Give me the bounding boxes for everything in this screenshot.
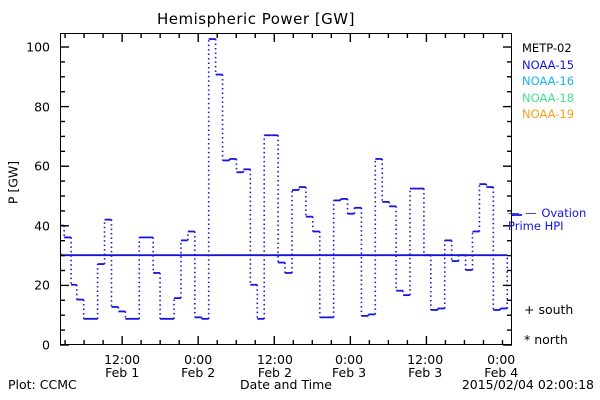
legend-item-noaa-19[interactable]: NOAA-19 [522, 107, 575, 121]
y-axis-tick-labels: 0 20 40 60 80 100 [0, 0, 50, 400]
x-tick-date: Feb 2 [181, 365, 216, 380]
page-title: Hemispheric Power [GW] [157, 10, 355, 28]
y-axis-tick-label: 80 [34, 99, 50, 115]
y-axis-tick-label: 60 [34, 158, 50, 174]
x-axis-tick-label: 12:00 Feb 2 [257, 353, 293, 379]
legend-symbol-glyph: + [524, 302, 539, 317]
legend-symbol-south: + south [524, 295, 600, 325]
y-axis-label: P [GW] [5, 160, 21, 205]
legend-item-metp-02[interactable]: METP-02 [522, 41, 572, 55]
x-tick-time: 0:00 [184, 352, 213, 367]
plot-timestamp: 2015/02/04 02:00:18 [461, 377, 594, 392]
x-axis-tick-label: 0:00 Feb 4 [484, 353, 518, 379]
legend-symbol-north: * north [524, 325, 600, 355]
x-axis-tick-label: 0:00 Feb 3 [332, 353, 366, 379]
legend-ovation-line2: Prime HPI [508, 219, 564, 233]
x-tick-time: 12:00 [256, 352, 293, 367]
x-tick-date: Feb 3 [408, 365, 443, 380]
x-tick-date: Feb 1 [105, 365, 140, 380]
y-axis-tick-label: 0 [42, 337, 50, 353]
x-tick-time: 12:00 [407, 352, 444, 367]
legend-item-noaa-15[interactable]: NOAA-15 [522, 57, 575, 72]
plot-series-canvas [61, 38, 509, 320]
y-axis-tick-label: 20 [34, 277, 50, 293]
series-noaa-15 [61, 38, 509, 320]
legend-symbol-label: north [534, 332, 568, 347]
x-tick-time: 0:00 [335, 352, 364, 367]
legend-symbol-glyph: * [524, 332, 535, 347]
legend-item-noaa-18[interactable]: NOAA-18 [522, 90, 575, 105]
x-axis-label: Date and Time [240, 377, 332, 392]
x-axis-tick-label: 12:00 Feb 3 [407, 353, 443, 379]
plot-area [60, 33, 512, 345]
x-tick-time: 0:00 [487, 352, 516, 367]
plot-source-label: Plot: CCMC [8, 377, 77, 392]
x-axis-tick-label: 0:00 Feb 2 [181, 353, 215, 379]
y-axis-tick-label: 100 [26, 39, 50, 55]
x-tick-time: 12:00 [104, 352, 141, 367]
legend-ovation-dash: — — [508, 206, 538, 220]
x-tick-date: Feb 4 [484, 365, 519, 380]
x-axis-tick-label: 12:00 Feb 1 [104, 353, 140, 379]
legend-ovation-line1: Ovation [541, 206, 587, 220]
legend-symbol-label: south [538, 302, 574, 317]
x-tick-date: Feb 3 [332, 365, 367, 380]
legend-hemisphere-symbols: + south * north [524, 295, 600, 355]
x-tick-date: Feb 2 [257, 365, 292, 380]
y-axis-tick-label: 40 [34, 218, 50, 234]
legend-item-noaa-16[interactable]: NOAA-16 [522, 74, 575, 88]
legend-ovation-prime-hpi: — — Ovation Prime HPI [508, 207, 600, 233]
legend-satellites: METP-02 NOAA-15 NOAA-16 NOAA-18 NOAA-19 [522, 40, 600, 123]
